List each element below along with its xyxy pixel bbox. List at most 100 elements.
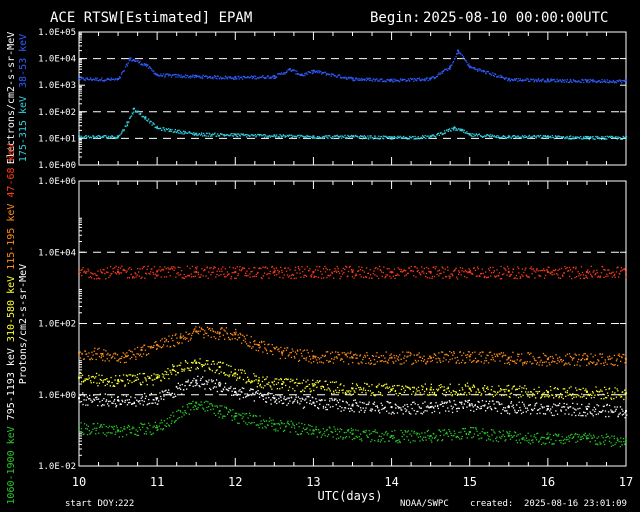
data-point bbox=[542, 136, 544, 139]
data-point bbox=[438, 72, 440, 74]
data-point bbox=[255, 136, 257, 138]
data-point bbox=[611, 410, 613, 412]
data-point bbox=[314, 137, 316, 139]
data-point bbox=[315, 398, 317, 400]
data-point bbox=[545, 80, 547, 82]
data-point bbox=[101, 77, 103, 79]
data-point bbox=[189, 75, 191, 77]
data-point bbox=[182, 76, 184, 78]
data-point bbox=[143, 63, 145, 65]
data-point bbox=[135, 111, 137, 113]
data-point bbox=[410, 265, 412, 268]
data-point bbox=[569, 393, 571, 395]
data-point bbox=[600, 398, 602, 400]
data-point bbox=[509, 80, 511, 82]
data-point bbox=[280, 422, 283, 424]
data-point bbox=[170, 373, 173, 375]
data-point bbox=[602, 409, 604, 412]
data-point bbox=[436, 75, 439, 78]
data-point bbox=[531, 408, 533, 410]
data-point bbox=[293, 69, 295, 71]
data-point bbox=[202, 407, 204, 409]
data-point bbox=[459, 351, 461, 354]
data-point bbox=[563, 364, 565, 366]
data-point bbox=[238, 390, 240, 392]
data-point bbox=[390, 277, 392, 279]
data-point bbox=[529, 404, 531, 406]
data-point bbox=[177, 382, 179, 384]
data-point bbox=[503, 135, 506, 138]
data-point bbox=[262, 376, 264, 378]
data-point bbox=[223, 415, 225, 417]
data-point bbox=[221, 362, 223, 364]
data-point bbox=[425, 387, 428, 390]
data-point bbox=[148, 376, 151, 378]
data-point bbox=[473, 386, 476, 388]
data-point bbox=[541, 406, 543, 408]
data-point bbox=[273, 397, 276, 400]
data-point bbox=[285, 270, 288, 272]
data-point bbox=[577, 408, 579, 410]
data-point bbox=[386, 274, 389, 276]
data-point bbox=[188, 131, 191, 133]
data-point bbox=[408, 351, 410, 353]
data-point bbox=[212, 271, 214, 273]
data-point bbox=[319, 380, 321, 382]
data-point bbox=[240, 77, 242, 79]
data-point bbox=[281, 354, 283, 356]
data-point bbox=[549, 272, 551, 274]
data-point bbox=[475, 275, 477, 277]
data-point bbox=[340, 135, 342, 137]
data-point bbox=[540, 79, 543, 81]
data-point bbox=[588, 81, 590, 84]
data-point bbox=[359, 274, 361, 276]
x-tick-label: 16 bbox=[541, 475, 555, 489]
data-point bbox=[548, 362, 550, 364]
data-point bbox=[107, 271, 109, 273]
data-point bbox=[593, 138, 595, 140]
data-point bbox=[528, 276, 530, 278]
data-point bbox=[398, 407, 400, 409]
data-point bbox=[88, 270, 90, 272]
data-point bbox=[290, 351, 292, 354]
data-point bbox=[397, 356, 399, 358]
data-point bbox=[422, 270, 424, 272]
data-point bbox=[592, 415, 594, 417]
data-point bbox=[585, 79, 587, 81]
data-point bbox=[463, 129, 465, 131]
data-point bbox=[278, 270, 280, 273]
data-point bbox=[450, 64, 452, 67]
data-point bbox=[540, 80, 542, 83]
data-point bbox=[177, 266, 179, 268]
data-point bbox=[250, 381, 252, 383]
data-point bbox=[343, 361, 345, 363]
data-point bbox=[583, 353, 585, 355]
x-tick-label: 13 bbox=[306, 475, 320, 489]
data-point bbox=[122, 374, 125, 376]
data-point bbox=[510, 356, 512, 358]
data-point bbox=[481, 400, 484, 402]
data-point bbox=[313, 137, 315, 139]
data-point bbox=[241, 417, 243, 420]
data-point bbox=[301, 397, 303, 399]
data-point bbox=[398, 268, 401, 270]
data-point bbox=[564, 391, 567, 393]
data-point bbox=[126, 125, 129, 127]
data-point bbox=[380, 402, 382, 404]
data-point bbox=[427, 268, 430, 270]
data-point bbox=[280, 399, 282, 402]
data-point bbox=[264, 385, 266, 387]
data-point bbox=[480, 405, 482, 408]
data-point bbox=[558, 404, 560, 407]
data-point bbox=[184, 385, 186, 387]
data-point bbox=[224, 268, 226, 270]
data-point bbox=[588, 406, 590, 408]
data-point bbox=[211, 404, 213, 406]
data-point bbox=[360, 438, 363, 440]
data-point bbox=[322, 362, 325, 364]
data-point bbox=[143, 266, 145, 268]
data-point bbox=[546, 395, 548, 397]
data-point bbox=[343, 409, 345, 411]
data-point bbox=[80, 76, 82, 79]
data-point bbox=[445, 410, 447, 412]
